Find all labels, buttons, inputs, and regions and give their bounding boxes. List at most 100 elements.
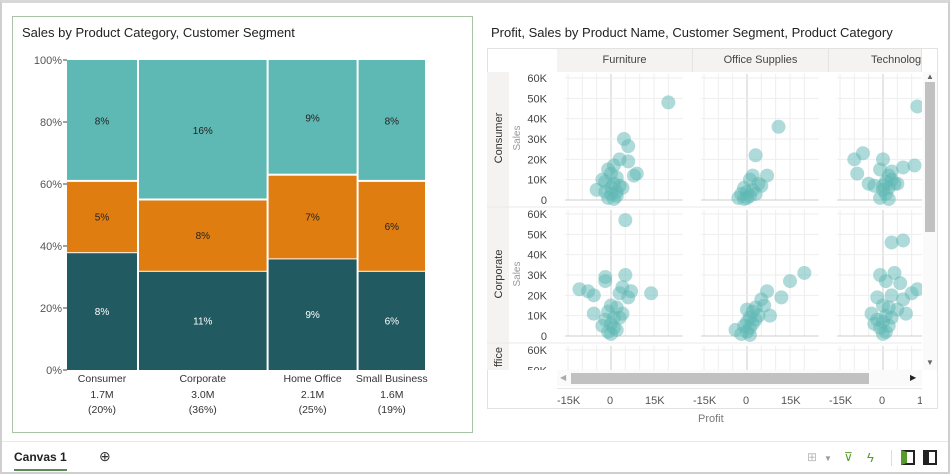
y-tick-label: 10K xyxy=(527,311,547,323)
scatter-point xyxy=(618,213,633,228)
mosaic-data-label: 8% xyxy=(385,116,400,127)
lightning-icon[interactable]: ϟ xyxy=(867,450,874,465)
scatter-point xyxy=(910,282,922,297)
y-tick-label: 60K xyxy=(527,73,547,85)
chevron-down-icon[interactable]: ▼ xyxy=(824,454,832,463)
scatter-point xyxy=(748,148,763,163)
y-tick-label: 50K xyxy=(527,229,547,241)
y-tick-label: 20K xyxy=(527,154,547,166)
tab-canvas-1[interactable]: Canvas 1 xyxy=(14,450,67,471)
mosaic-data-label: 6% xyxy=(385,222,400,233)
y-tick-label: 10K xyxy=(527,175,547,187)
scatter-point xyxy=(893,276,908,291)
scatter-point xyxy=(754,178,769,193)
left-panel-icon[interactable] xyxy=(901,450,915,465)
y-tick-label: 40K xyxy=(527,250,547,262)
vertical-scrollbar[interactable]: ▲ ▼ xyxy=(923,72,937,370)
horizontal-scroll-thumb[interactable] xyxy=(571,373,869,384)
y-tick-label: 30K xyxy=(527,134,547,146)
category-share: (36%) xyxy=(189,404,217,416)
scatter-point xyxy=(762,308,777,323)
bottom-bar: Canvas 1 ⊕ ⊞ ▼ ⊽ ϟ xyxy=(2,441,948,472)
column-header-technology: Technology xyxy=(829,49,922,72)
mosaic-cell xyxy=(358,60,425,180)
divider xyxy=(891,450,892,466)
layout-grid-icon[interactable]: ⊞ xyxy=(807,450,818,464)
scatter-point xyxy=(878,274,893,289)
scroll-left-icon[interactable]: ◀ xyxy=(560,373,567,382)
mosaic-cell xyxy=(67,60,137,180)
brush-icon[interactable]: ⊽ xyxy=(844,450,853,464)
mosaic-cell xyxy=(139,60,267,199)
mosaic-data-label: 8% xyxy=(196,231,211,242)
y-tick-label: 30K xyxy=(527,270,547,282)
vertical-scroll-thumb[interactable] xyxy=(925,82,935,232)
right-panel-icon[interactable] xyxy=(923,450,937,465)
scatter-point xyxy=(783,274,797,289)
row-header-band xyxy=(487,72,509,370)
category-share: (25%) xyxy=(299,404,327,416)
mosaic-cell xyxy=(268,259,357,370)
category-label: Small Business xyxy=(356,373,428,385)
scatter-point xyxy=(896,160,911,175)
y-tick-label: 0 xyxy=(541,195,547,207)
scatter-point xyxy=(850,166,865,181)
x-tick: 15K xyxy=(645,395,665,407)
row-header-home-office: ffice xyxy=(493,347,505,367)
scatter-chart-title: Profit, Sales by Product Name, Customer … xyxy=(491,25,893,40)
scatter-panels xyxy=(565,73,922,370)
x-tick: 15K xyxy=(781,395,801,407)
y-axis-label: Sales xyxy=(512,261,523,286)
category-total: 1.7M xyxy=(90,389,113,401)
x-axis-label: Profit xyxy=(698,413,724,425)
scatter-point xyxy=(644,286,659,301)
scatter-trellis xyxy=(487,48,938,409)
scroll-down-icon[interactable]: ▼ xyxy=(926,358,934,367)
y-tick-label: 0% xyxy=(46,365,62,377)
scatter-point xyxy=(742,327,757,342)
axis-divider xyxy=(557,388,922,389)
y-tick-label: 100% xyxy=(34,55,62,67)
scatter-point xyxy=(855,146,870,161)
plus-circle-icon[interactable]: ⊕ xyxy=(99,448,111,464)
scatter-point xyxy=(884,235,899,250)
scatter-point xyxy=(907,158,922,173)
y-tick-label: 60K xyxy=(527,345,547,357)
mosaic-data-label: 6% xyxy=(385,316,400,327)
y-tick-label: 20% xyxy=(40,303,62,315)
scatter-point xyxy=(621,290,636,305)
scatter-point xyxy=(896,233,911,248)
scroll-right-icon[interactable]: ▶ xyxy=(910,373,917,382)
y-tick-label: 80% xyxy=(40,117,62,129)
mosaic-cell xyxy=(268,60,357,174)
x-tick: -15K xyxy=(829,395,853,407)
mosaic-cell xyxy=(358,271,425,370)
mosaic-data-label: 9% xyxy=(305,113,320,124)
scatter-point xyxy=(876,326,890,341)
mosaic-chart: 0% 20% 40% 60% 80% 100% 8% 5% 8% Consumer 1.7M (20%… xyxy=(34,55,428,416)
scatter-plot-grid[interactable]: Consumer Sales 0 10K 20K 30K 40K 50K 60K Corporat… xyxy=(487,72,922,370)
scatter-point xyxy=(898,306,913,321)
y-tick-label: 0 xyxy=(541,331,547,343)
scatter-point xyxy=(626,168,641,183)
scroll-up-icon[interactable]: ▲ xyxy=(926,72,934,81)
mosaic-cell xyxy=(139,200,267,271)
x-tick: 0 xyxy=(879,395,886,407)
mosaic-cell xyxy=(358,181,425,271)
x-tick: 0 xyxy=(607,395,614,407)
column-header-furniture: Furniture xyxy=(557,49,693,72)
category-total: 2.1M xyxy=(301,389,324,401)
y-tick-label: 60% xyxy=(40,179,62,191)
x-tick: 15K xyxy=(917,395,922,407)
scatter-point xyxy=(737,191,752,206)
mosaic-cell xyxy=(67,181,137,253)
mosaic-data-label: 16% xyxy=(193,126,213,137)
category-share: (19%) xyxy=(378,404,406,416)
y-tick-label: 40K xyxy=(527,114,547,126)
horizontal-scrollbar[interactable]: ◀ ▶ xyxy=(557,370,922,386)
scatter-point xyxy=(771,119,786,134)
y-axis-label: Sales xyxy=(512,125,523,150)
category-label: Consumer xyxy=(78,373,127,385)
x-tick: -15K xyxy=(557,395,581,407)
x-tick: -15K xyxy=(693,395,717,407)
